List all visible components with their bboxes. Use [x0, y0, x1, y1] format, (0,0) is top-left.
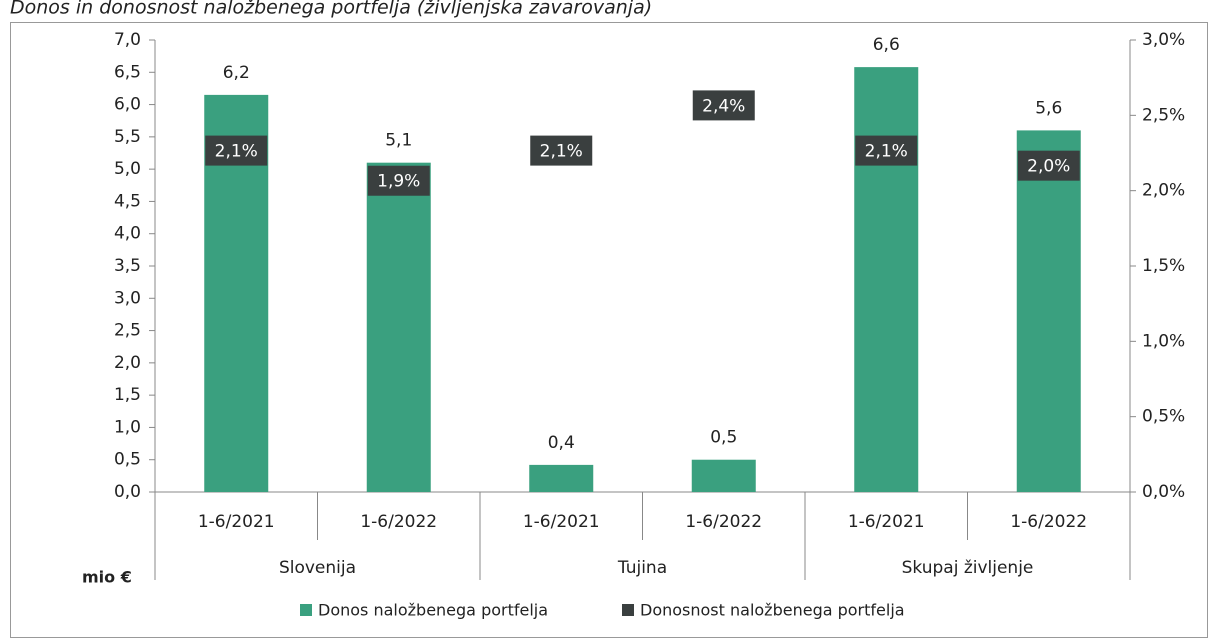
- rate-label-box: [1017, 150, 1080, 181]
- y-tick-label: 4,5: [114, 191, 141, 211]
- y2-tick-label: 1,5%: [1142, 256, 1185, 276]
- bar: [691, 459, 756, 492]
- bar: [366, 162, 431, 492]
- group-label: Slovenija: [279, 558, 356, 578]
- y2-tick-label: 2,5%: [1142, 105, 1185, 125]
- y2-tick-label: 0,5%: [1142, 407, 1185, 427]
- y-tick-label: 4,0: [114, 224, 141, 244]
- rate-label: 2,1%: [215, 142, 258, 162]
- y2-tick-label: 1,0%: [1142, 331, 1185, 351]
- y2-tick-label: 2,0%: [1142, 181, 1185, 201]
- legend-swatch: [300, 604, 312, 616]
- group-label: Skupaj življenje: [902, 558, 1034, 578]
- legend-label: Donos naložbenega portfelja: [318, 601, 548, 620]
- value-label: 0,5: [710, 428, 737, 448]
- y-tick-label: 7,0: [114, 30, 141, 50]
- y-tick-label: 0,0: [114, 482, 141, 502]
- legend-swatch: [622, 604, 634, 616]
- y-tick-label: 6,0: [114, 95, 141, 115]
- x-tick-label: 1-6/2022: [360, 512, 437, 532]
- value-label: 6,2: [223, 63, 250, 83]
- bar: [529, 464, 594, 492]
- y-tick-label: 6,5: [114, 62, 141, 82]
- bar: [854, 67, 919, 493]
- rate-label: 2,4%: [702, 96, 745, 116]
- legend-label: Donosnost naložbenega portfelja: [640, 601, 905, 620]
- x-tick-label: 1-6/2022: [685, 512, 762, 532]
- rate-label-box: [205, 135, 268, 166]
- value-label: 5,1: [385, 131, 412, 151]
- y-tick-label: 3,5: [114, 256, 141, 276]
- value-label: 0,4: [548, 433, 575, 453]
- rate-label-box: [530, 135, 593, 166]
- chart-border: [10, 22, 1208, 638]
- y-tick-label: 5,0: [114, 159, 141, 179]
- y-tick-label: 2,0: [114, 353, 141, 373]
- rate-label: 2,1%: [865, 142, 908, 162]
- y2-tick-label: 0,0%: [1142, 482, 1185, 502]
- rate-label-box: [692, 90, 755, 121]
- rate-label-box: [855, 135, 918, 166]
- rate-label: 2,1%: [540, 142, 583, 162]
- y-tick-label: 3,0: [114, 288, 141, 308]
- y-tick-label: 5,5: [114, 127, 141, 147]
- x-tick-label: 1-6/2022: [1010, 512, 1087, 532]
- rate-label: 1,9%: [377, 172, 420, 192]
- x-tick-label: 1-6/2021: [198, 512, 275, 532]
- y-tick-label: 1,5: [114, 385, 141, 405]
- y-axis-label: mio €: [82, 568, 132, 587]
- y-tick-label: 2,5: [114, 321, 141, 341]
- x-tick-label: 1-6/2021: [848, 512, 925, 532]
- bar: [1016, 130, 1081, 492]
- rate-label: 2,0%: [1027, 157, 1070, 177]
- chart-title: Donos in donosnost naložbenega portfelja…: [10, 0, 652, 19]
- value-label: 5,6: [1035, 98, 1062, 118]
- group-label: Tujina: [617, 558, 667, 578]
- y-tick-label: 1,0: [114, 417, 141, 437]
- y2-tick-label: 3,0%: [1142, 30, 1185, 50]
- value-label: 6,6: [873, 35, 900, 55]
- y-tick-label: 0,5: [114, 450, 141, 470]
- x-tick-label: 1-6/2021: [523, 512, 600, 532]
- rate-label-box: [367, 165, 430, 196]
